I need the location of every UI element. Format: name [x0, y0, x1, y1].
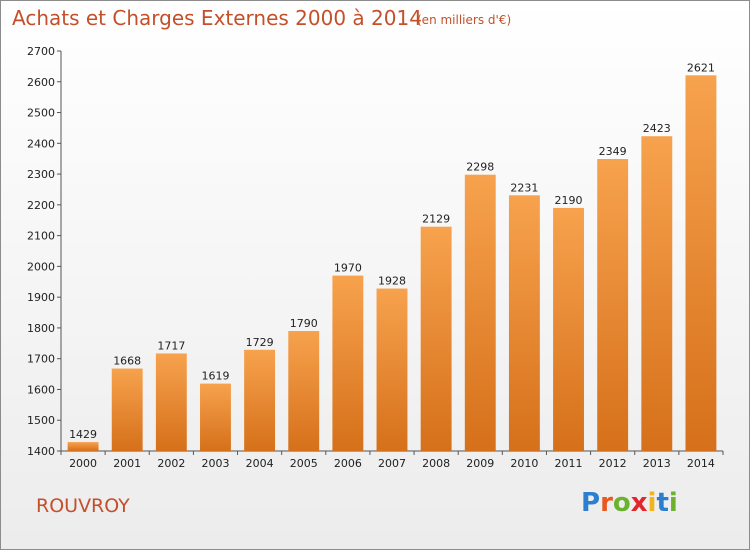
value-label: 1619: [201, 370, 229, 383]
brand-letter: P: [581, 488, 601, 518]
value-label: 1928: [378, 275, 406, 288]
x-tick-label: 2001: [113, 457, 141, 470]
bar-2012: [597, 159, 629, 451]
y-tick-label: 2500: [27, 107, 55, 120]
x-tick-label: 2003: [201, 457, 229, 470]
value-label: 2231: [510, 181, 538, 194]
x-tick-label: 2012: [599, 457, 627, 470]
value-label: 2423: [643, 122, 671, 135]
value-label: 1729: [246, 336, 274, 349]
value-label: 2349: [599, 145, 627, 158]
bar-2003: [200, 383, 231, 451]
y-tick-label: 2700: [27, 45, 55, 58]
bar-2014: [685, 75, 717, 452]
x-tick-label: 2009: [466, 457, 494, 470]
bar-2008: [420, 226, 452, 451]
x-tick-label: 2008: [422, 457, 450, 470]
y-tick-label: 1500: [27, 414, 55, 427]
value-label: 1668: [113, 355, 141, 368]
y-tick-label: 1700: [27, 353, 55, 366]
bar-2004: [244, 349, 276, 451]
x-tick-label: 2005: [290, 457, 318, 470]
bar-2001: [111, 368, 143, 451]
y-tick-label: 1800: [27, 322, 55, 335]
brand-letter: r: [600, 488, 613, 518]
y-tick-label: 2100: [27, 230, 55, 243]
bar-2007: [376, 288, 408, 451]
value-label: 1717: [157, 339, 185, 352]
commune-name: ROUVROY: [36, 495, 130, 517]
bar-2011: [553, 207, 584, 451]
y-tick-label: 2400: [27, 137, 55, 150]
labels-group: 2000 1429 2001 1668 2002 1717 2003 1619 2004 1729…: [69, 61, 715, 470]
brand-letter: t: [656, 488, 669, 518]
axes: 1400 1500 1600 1700 1800 1900 2000 2100 2200 2300…: [27, 45, 724, 458]
bar-2009: [464, 174, 496, 451]
y-tick-label: 2200: [27, 199, 55, 212]
value-label: 1970: [334, 262, 362, 275]
bar-2010: [508, 195, 540, 451]
x-tick-label: 2004: [246, 457, 274, 470]
bar-2005: [288, 331, 320, 451]
x-tick-label: 2007: [378, 457, 406, 470]
bar-2013: [641, 136, 673, 451]
x-tick-label: 2002: [157, 457, 185, 470]
brand-letter: x: [630, 488, 648, 518]
brand-logo: Proxiti: [581, 488, 678, 518]
bar-2006: [332, 275, 364, 451]
x-tick-label: 2011: [555, 457, 583, 470]
value-label: 2621: [687, 61, 715, 74]
x-tick-label: 2010: [510, 457, 538, 470]
x-tick-label: 2014: [687, 457, 715, 470]
value-label: 2129: [422, 213, 450, 226]
chart-title: Achats et Charges Externes 2000 à 2014: [12, 6, 422, 30]
bars-group: [67, 75, 717, 452]
brand-letter: o: [612, 488, 631, 518]
x-tick-label: 2000: [69, 457, 97, 470]
brand-letter: i: [647, 488, 657, 518]
chart-subtitle: (en milliers d'€): [417, 13, 512, 27]
y-tick-label: 2600: [27, 76, 55, 89]
y-tick-label: 2300: [27, 168, 55, 181]
y-tick-label: 1400: [27, 445, 55, 458]
x-tick-label: 2013: [643, 457, 671, 470]
bar-2000: [67, 442, 99, 451]
value-label: 1429: [69, 428, 97, 441]
y-tick-label: 1900: [27, 291, 55, 304]
brand-letter: i: [668, 488, 678, 518]
value-label: 2298: [466, 161, 494, 174]
value-label: 1790: [290, 317, 318, 330]
value-label: 2190: [555, 194, 583, 207]
bar-2002: [155, 353, 187, 451]
y-tick-label: 1600: [27, 383, 55, 396]
x-tick-label: 2006: [334, 457, 362, 470]
y-tick-label: 2000: [27, 260, 55, 273]
